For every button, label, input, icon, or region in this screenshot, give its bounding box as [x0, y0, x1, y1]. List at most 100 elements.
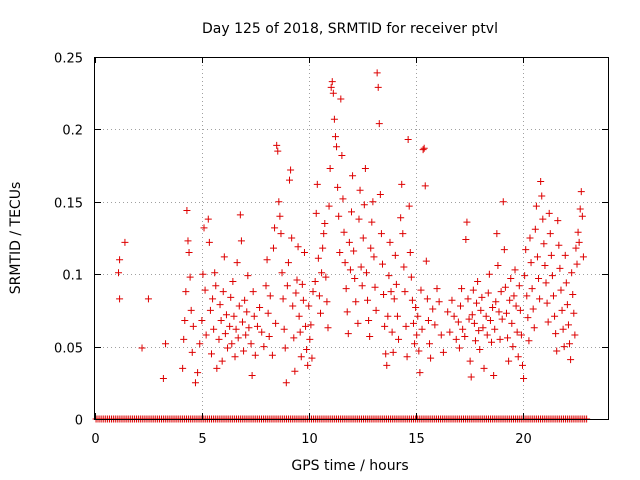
data-point: [559, 325, 567, 333]
data-point: [292, 289, 300, 297]
data-point: [544, 318, 552, 326]
data-point: [215, 335, 223, 343]
data-point: [558, 306, 566, 314]
data-point: [519, 361, 526, 369]
data-point: [452, 335, 460, 343]
data-point: [561, 251, 569, 259]
data-point: [358, 282, 366, 290]
data-point: [271, 224, 279, 232]
data-point: [374, 83, 382, 91]
data-point: [553, 347, 561, 355]
data-point: [557, 286, 565, 294]
data-point: [222, 311, 230, 319]
data-point: [237, 237, 245, 245]
data-point: [468, 311, 476, 319]
data-point: [461, 332, 469, 340]
data-point: [488, 338, 496, 346]
data-point: [527, 259, 535, 267]
data-point: [467, 373, 475, 381]
data-point: [286, 176, 294, 184]
data-point: [402, 322, 410, 330]
data-point: [537, 178, 545, 186]
data-point: [336, 248, 344, 256]
data-point: [539, 215, 547, 223]
data-point: [552, 330, 560, 338]
data-point: [504, 334, 512, 342]
data-point: [206, 306, 214, 314]
data-point: [375, 120, 383, 128]
data-point: [253, 322, 261, 330]
data-point: [383, 361, 391, 369]
data-point: [562, 279, 570, 287]
data-point: [200, 224, 208, 232]
data-point: [278, 269, 286, 277]
data-point: [476, 345, 484, 353]
data-point: [338, 151, 346, 159]
data-point: [251, 351, 259, 359]
data-point: [331, 133, 339, 141]
data-point: [531, 225, 539, 233]
data-point: [530, 324, 538, 332]
data-point: [478, 293, 486, 301]
data-point: [279, 295, 287, 303]
data-point: [318, 269, 326, 277]
data-point: [480, 364, 488, 372]
data-point: [307, 321, 315, 329]
data-point: [218, 357, 226, 365]
data-point: [390, 295, 398, 303]
data-point: [182, 288, 190, 296]
data-point: [324, 324, 332, 332]
data-point: [291, 367, 299, 375]
data-point: [293, 276, 301, 284]
data-point: [211, 269, 219, 277]
data-point: [290, 334, 298, 342]
data-point: [249, 288, 257, 296]
y-tick-label: 0.25: [54, 52, 83, 67]
data-point: [482, 312, 490, 320]
data-point: [555, 241, 563, 249]
data-point: [369, 198, 377, 206]
data-point: [297, 353, 305, 361]
data-point: [545, 209, 553, 217]
data-point: [516, 306, 524, 314]
data-point: [426, 340, 434, 348]
data-point: [188, 348, 196, 356]
data-point: [431, 321, 439, 329]
data-point: [408, 296, 416, 304]
data-point: [115, 269, 123, 277]
x-tick-label: 10: [301, 432, 318, 447]
data-point: [243, 308, 251, 316]
data-point: [499, 198, 507, 206]
data-point: [357, 263, 365, 271]
data-point: [522, 246, 530, 254]
data-point: [228, 340, 236, 348]
data-point: [219, 288, 227, 296]
data-point: [568, 269, 576, 277]
data-point: [295, 312, 303, 320]
data-point: [242, 331, 250, 339]
data-point: [532, 202, 540, 210]
data-point: [579, 253, 587, 261]
data-point: [367, 244, 375, 252]
y-tick-label: 0.05: [54, 342, 83, 357]
data-point: [349, 172, 357, 180]
data-point: [528, 285, 536, 293]
data-point: [549, 292, 557, 300]
data-point: [308, 354, 316, 362]
data-point: [372, 306, 380, 314]
data-point: [333, 143, 341, 151]
data-point: [221, 330, 229, 338]
y-tick-label: 0.15: [54, 197, 83, 212]
data-point: [198, 317, 206, 325]
data-point: [340, 228, 348, 236]
data-point: [427, 354, 435, 362]
data-point: [266, 292, 274, 300]
data-point: [573, 260, 581, 268]
data-point: [536, 295, 544, 303]
data-point: [393, 312, 401, 320]
data-point: [364, 296, 372, 304]
data-point: [395, 335, 403, 343]
data-point: [354, 319, 362, 327]
data-point: [423, 295, 431, 303]
data-point: [465, 315, 473, 323]
